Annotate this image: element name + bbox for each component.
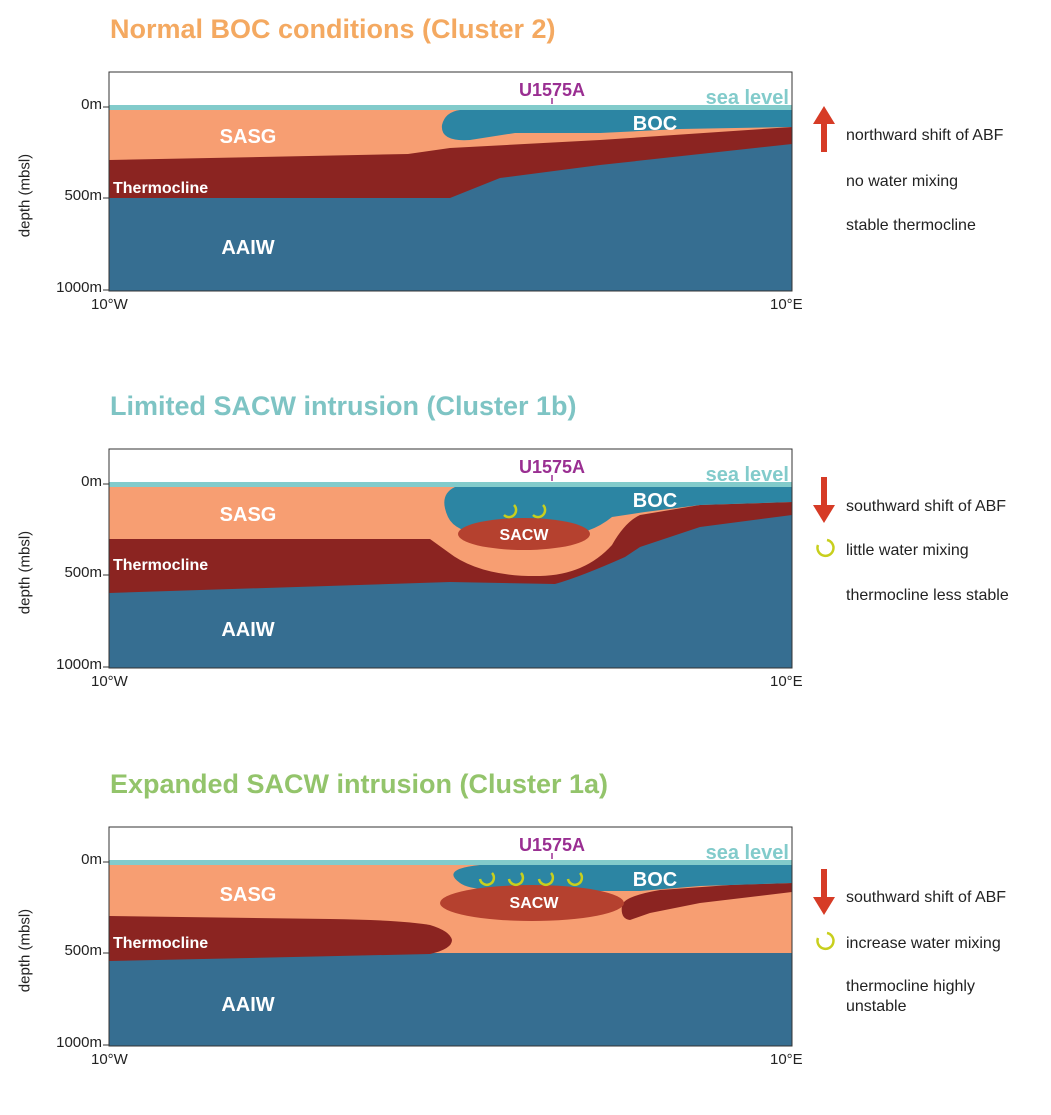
legend-item-2: increase water mixing (846, 935, 1001, 952)
boc-label: BOC (633, 869, 677, 891)
thermocline-layer-right (621, 883, 792, 920)
panel-limited-sacw: Limited SACW intrusion (Cluster 1b) dept… (0, 377, 1051, 737)
upper-water (109, 827, 792, 862)
legend-item-1: northward shift of ABF (846, 127, 1004, 144)
cross-section-diagram: U1575A sea level SASG BOC SACW Thermocli… (103, 826, 793, 1047)
y-tick-0m: 0m (81, 96, 102, 113)
cross-section-diagram: U1575A sea level SASG BOC SACW Thermocli… (103, 448, 793, 669)
sea-level-label: sea level (706, 464, 789, 486)
arrow-down-icon (813, 869, 835, 915)
legend: southward shift of ABF increase water mi… (810, 855, 1051, 1055)
cross-section-diagram: U1575A sea level SASG BOC Thermocline AA… (103, 71, 793, 292)
panel-title: Normal BOC conditions (Cluster 2) (110, 14, 556, 44)
aaiw-label: AAIW (221, 994, 274, 1016)
sacw-label: SACW (500, 527, 550, 544)
site-label: U1575A (519, 835, 585, 855)
thermocline-label: Thermocline (113, 935, 208, 952)
boc-label: BOC (633, 490, 677, 512)
panel-expanded-sacw: Expanded SACW intrusion (Cluster 1a) dep… (0, 755, 1051, 1115)
legend-item-2: no water mixing (846, 173, 959, 190)
thermocline-label: Thermocline (113, 557, 208, 574)
arrow-down-icon (813, 477, 835, 523)
y-tick-1000m: 1000m (56, 656, 102, 673)
sasg-label: SASG (220, 884, 277, 906)
y-tick-500m: 500m (64, 942, 102, 959)
sea-level-line (109, 860, 792, 865)
panel-title: Limited SACW intrusion (Cluster 1b) (110, 391, 577, 421)
y-tick-1000m: 1000m (56, 279, 102, 296)
site-label: U1575A (519, 80, 585, 100)
mixing-icon (503, 504, 547, 519)
sea-level-line (109, 105, 792, 110)
thermocline-label: Thermocline (113, 180, 208, 197)
legend-item-2: little water mixing (846, 542, 969, 559)
legend: northward shift of ABF no water mixing s… (810, 100, 1051, 300)
legend-item-1: southward shift of ABF (846, 498, 1007, 515)
x-tick-10w: 10°W (91, 1051, 128, 1068)
sea-level-label: sea level (706, 87, 789, 109)
upper-water (109, 72, 792, 107)
aaiw-label: AAIW (221, 619, 274, 641)
sacw-label: SACW (510, 895, 560, 912)
y-tick-0m: 0m (81, 851, 102, 868)
legend: southward shift of ABF little water mixi… (810, 477, 1051, 677)
site-label: U1575A (519, 457, 585, 477)
boc-layer (441, 110, 792, 141)
x-tick-10e: 10°E (770, 673, 803, 690)
x-tick-10w: 10°W (91, 296, 128, 313)
legend-item-3: stable thermocline (846, 217, 976, 234)
y-tick-1000m: 1000m (56, 1034, 102, 1051)
x-tick-10e: 10°E (770, 1051, 803, 1068)
chart-frame (108, 826, 793, 1047)
thermocline-layer-left (109, 916, 452, 961)
x-tick-10w: 10°W (91, 673, 128, 690)
arrow-up-icon (813, 106, 835, 152)
upper-water (109, 449, 792, 484)
panel-title: Expanded SACW intrusion (Cluster 1a) (110, 769, 609, 799)
x-tick-10e: 10°E (770, 296, 803, 313)
sacw-mass (440, 885, 624, 921)
y-tick-500m: 500m (64, 187, 102, 204)
chart-frame (108, 71, 793, 292)
legend-item-3: thermocline highly unstable (846, 978, 975, 1015)
y-tick-500m: 500m (64, 564, 102, 581)
y-tick-0m: 0m (81, 473, 102, 490)
legend-item-1: southward shift of ABF (846, 889, 1007, 906)
mixing-icon (816, 931, 835, 951)
sacw-mass (458, 518, 590, 550)
panel-normal-boc: Normal BOC conditions (Cluster 2) depth … (0, 0, 1051, 360)
boc-layer (453, 865, 792, 891)
legend-item-3: thermocline less stable (846, 587, 1009, 604)
mixing-icon (816, 538, 835, 558)
sea-level-label: sea level (706, 842, 789, 864)
chart-frame (108, 448, 793, 669)
aaiw-label: AAIW (221, 237, 274, 259)
mixing-icon (478, 872, 584, 886)
sasg-label: SASG (220, 504, 277, 526)
sasg-label: SASG (220, 126, 277, 148)
sea-level-line (109, 482, 792, 487)
boc-label: BOC (633, 113, 677, 135)
